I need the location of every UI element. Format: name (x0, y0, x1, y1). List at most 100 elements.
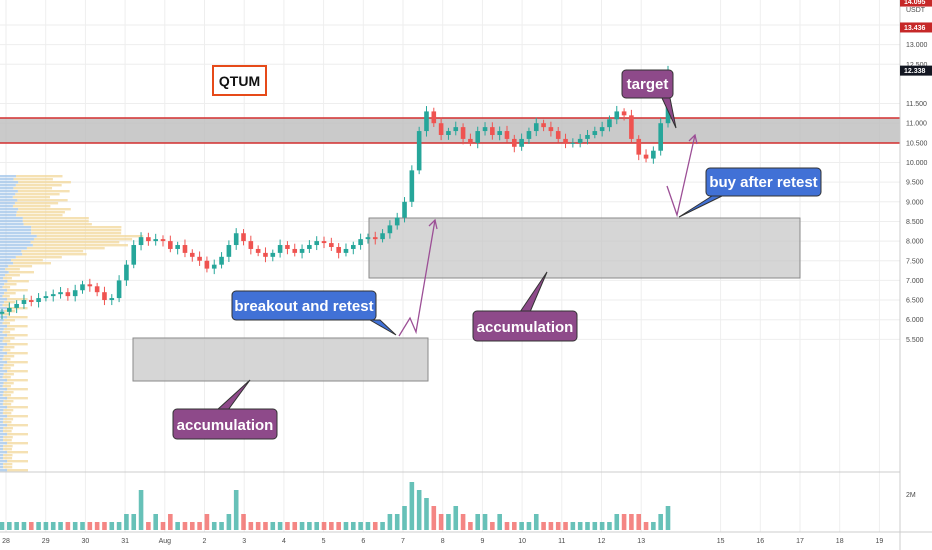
volume-bar (102, 522, 107, 530)
volume-bar (94, 522, 100, 530)
candle-body (497, 131, 502, 135)
volume-bar (570, 522, 576, 530)
candle-body (270, 252, 276, 257)
volume-bar (233, 490, 239, 530)
candle-body (592, 131, 598, 135)
vp-bar-buy (0, 466, 4, 469)
vp-bar-sell (17, 190, 70, 193)
volume-bar (109, 522, 115, 530)
candle-body (292, 248, 298, 253)
vp-bar-sell (7, 316, 28, 319)
vp-bar-buy (0, 433, 8, 436)
vp-bar-buy (0, 277, 4, 280)
vp-bar-sell (2, 313, 10, 316)
price-axis[interactable] (900, 0, 932, 550)
vp-bar-sell (3, 346, 15, 349)
time-tick-label: 30 (82, 538, 90, 545)
volume-bar (548, 522, 554, 530)
vp-bar-buy (0, 283, 5, 286)
callout-accumulation-lower[interactable]: accumulation (172, 379, 278, 440)
volume-bar (482, 514, 488, 530)
vp-bar-buy (0, 208, 19, 211)
price-tick-label: 10.000 (906, 160, 928, 167)
candle-body (643, 154, 649, 159)
candle-body (58, 292, 63, 295)
vp-bar-sell (7, 343, 28, 346)
vp-bar-sell (16, 214, 63, 217)
candle-body (482, 127, 488, 132)
vp-bar-buy (0, 385, 3, 388)
volume-bar (14, 522, 19, 530)
candle-body (431, 111, 437, 124)
candle-body (314, 241, 320, 246)
volume-bar (526, 522, 532, 530)
vp-bar-sell (22, 220, 89, 223)
volume-bar (182, 522, 188, 530)
volume-bar (416, 490, 422, 530)
vp-bar-buy (0, 184, 16, 187)
vp-bar-sell (2, 385, 11, 388)
volume-axis-label: 2M (906, 492, 916, 499)
vp-bar-sell (12, 205, 51, 208)
candle-body (387, 225, 393, 234)
vp-bar-buy (0, 280, 8, 283)
volume-bar (490, 522, 495, 530)
callout-target[interactable]: target (621, 69, 677, 129)
vp-bar-sell (23, 223, 92, 226)
vp-bar-sell (3, 457, 13, 460)
candle-body (358, 239, 363, 246)
time-ticks: 28 29 30 31 Aug 2 3 4 5 6 7 8 9 10 11 12 13 15 16 17 18 19 (2, 538, 883, 545)
vp-bar-sell (3, 418, 14, 421)
vp-bar-buy (0, 364, 4, 367)
vp-bar-sell (7, 379, 28, 382)
vp-bar-buy (0, 196, 13, 199)
vp-bar-sell (7, 352, 28, 355)
candle-body (621, 111, 627, 116)
candle-body (226, 245, 232, 257)
volume-bar (431, 506, 437, 530)
callout-accum-upper-label: accumulation (477, 319, 574, 336)
vp-bar-buy (0, 187, 14, 190)
candle-body (424, 111, 429, 132)
volume-bar (124, 514, 129, 530)
vp-bar-buy (0, 328, 4, 331)
vp-bar-buy (0, 262, 14, 265)
vp-bar-buy (0, 217, 23, 220)
candle-body (7, 307, 12, 312)
vp-bar-buy (0, 301, 4, 304)
callout-buy-after-retest[interactable]: buy after retest (678, 167, 822, 218)
price-tag-label: 12.338 (904, 68, 926, 75)
vp-bar-buy (0, 349, 3, 352)
vp-bar-sell (7, 469, 28, 472)
vp-bar-buy (0, 250, 22, 253)
vp-bar-buy (0, 394, 3, 397)
volume-bar (248, 522, 254, 530)
vp-bar-buy (0, 397, 8, 400)
vp-bar-buy (0, 178, 14, 181)
vp-bar-buy (0, 214, 17, 217)
candle-body (460, 127, 466, 139)
vp-bar-sell (5, 268, 20, 271)
candle-body (182, 245, 188, 253)
time-tick-label: 10 (518, 538, 526, 545)
price-tick-label: 9.500 (906, 180, 924, 187)
candle-body (555, 131, 561, 139)
candle-body (131, 245, 137, 265)
volume-bar (87, 522, 93, 530)
volume-bar (138, 490, 144, 530)
callout-accumulation-upper[interactable]: accumulation (472, 271, 578, 342)
volume-bar (592, 522, 598, 530)
candle-body (614, 111, 620, 120)
volume-bar (116, 522, 122, 530)
time-tick-label: 2 (203, 538, 207, 545)
vp-bar-buy (0, 307, 8, 310)
vp-bar-buy (0, 343, 8, 346)
volume-bar (204, 514, 210, 530)
candle-body (109, 298, 115, 301)
vp-bar-buy (0, 361, 8, 364)
callout-breakout-and-retest[interactable]: breakout and retest (231, 290, 397, 336)
volume-bar (211, 522, 217, 530)
candle-body (102, 292, 107, 301)
volume-bar (380, 522, 385, 530)
